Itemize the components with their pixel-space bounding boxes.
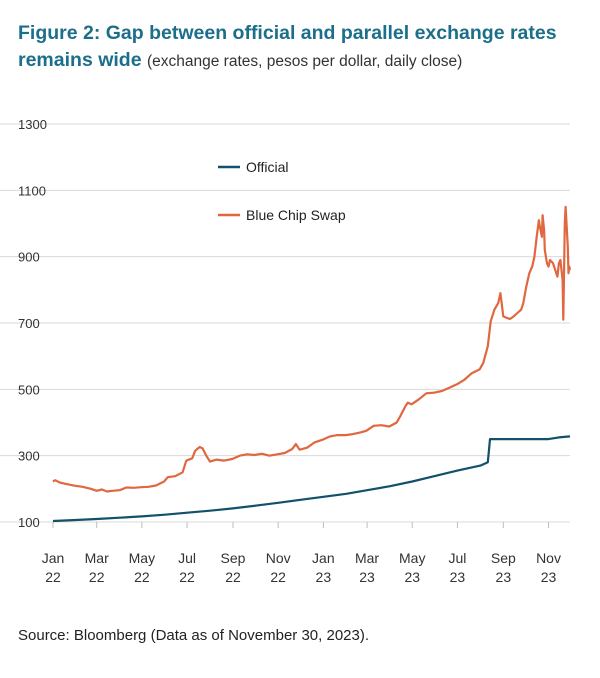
x-tick-month: Jan — [312, 550, 335, 566]
x-tick-month: Jan — [42, 550, 65, 566]
x-tick-year: 22 — [134, 569, 150, 585]
y-tick-label-900: 900 — [18, 250, 40, 265]
x-tick-month: Sep — [491, 550, 516, 566]
x-tick-month: Nov — [266, 550, 291, 566]
x-tick-month: Mar — [355, 550, 379, 566]
y-tick-label-1300: 1300 — [18, 117, 47, 132]
x-tick-year: 22 — [89, 569, 105, 585]
x-tick-month: Nov — [536, 550, 561, 566]
x-tick-label-4: Sep 22 — [221, 550, 246, 585]
series-line-blue-chip-swap — [52, 205, 572, 493]
x-tick-month: Jul — [448, 550, 466, 566]
x-tick-label-10: Sep 23 — [491, 550, 516, 585]
y-axis: 100 300 500 700 900 1100 1300 — [18, 117, 47, 530]
x-tick-year: 23 — [541, 569, 557, 585]
legend: Official Blue Chip Swap — [218, 159, 346, 223]
legend-label-official: Official — [246, 159, 289, 175]
x-tick-label-8: May 23 — [399, 550, 425, 585]
x-tick-label-9: Jul 23 — [448, 550, 466, 585]
x-axis: Jan 22 Mar 22 May 22 Jul 22 Sep 22 Nov 22 Jan 23 Mar 23… — [42, 522, 561, 585]
x-tick-label-1: Mar 22 — [85, 550, 109, 585]
x-tick-label-7: Mar 23 — [355, 550, 379, 585]
series-lines — [52, 205, 572, 523]
chart-title: Figure 2: Gap between official and paral… — [18, 20, 588, 75]
x-tick-label-6: Jan 23 — [312, 550, 335, 585]
x-tick-year: 22 — [179, 569, 195, 585]
source-note: Source: Bloomberg (Data as of November 3… — [18, 627, 370, 644]
x-tick-month: Sep — [221, 550, 246, 566]
x-tick-year: 22 — [225, 569, 241, 585]
y-tick-label-700: 700 — [18, 316, 40, 331]
x-tick-year: 22 — [45, 569, 61, 585]
x-tick-year: 23 — [404, 569, 420, 585]
x-tick-year: 23 — [316, 569, 332, 585]
x-tick-year: 22 — [270, 569, 286, 585]
x-tick-label-0: Jan 22 — [42, 550, 65, 585]
x-tick-label-11: Nov 23 — [536, 550, 561, 585]
chart-title-main: Figure 2: Gap between official and paral… — [18, 22, 557, 71]
x-tick-year: 23 — [359, 569, 375, 585]
x-tick-month: Mar — [85, 550, 109, 566]
x-tick-month: May — [129, 550, 155, 566]
x-tick-label-2: May 22 — [129, 550, 155, 585]
x-tick-year: 23 — [496, 569, 512, 585]
x-tick-label-5: Nov 22 — [266, 550, 291, 585]
y-tick-label-100: 100 — [18, 515, 40, 530]
legend-label-blue-chip-swap: Blue Chip Swap — [246, 207, 346, 223]
series-line-official — [52, 435, 571, 523]
x-tick-month: May — [399, 550, 425, 566]
y-tick-label-500: 500 — [18, 382, 40, 397]
chart-subtitle: (exchange rates, pesos per dollar, daily… — [146, 53, 463, 70]
x-tick-label-3: Jul 22 — [178, 550, 196, 585]
x-tick-month: Jul — [178, 550, 196, 566]
y-tick-label-1100: 1100 — [18, 183, 46, 198]
x-tick-year: 23 — [450, 569, 466, 585]
y-tick-label-300: 300 — [18, 449, 40, 464]
grid-lines — [0, 123, 570, 523]
